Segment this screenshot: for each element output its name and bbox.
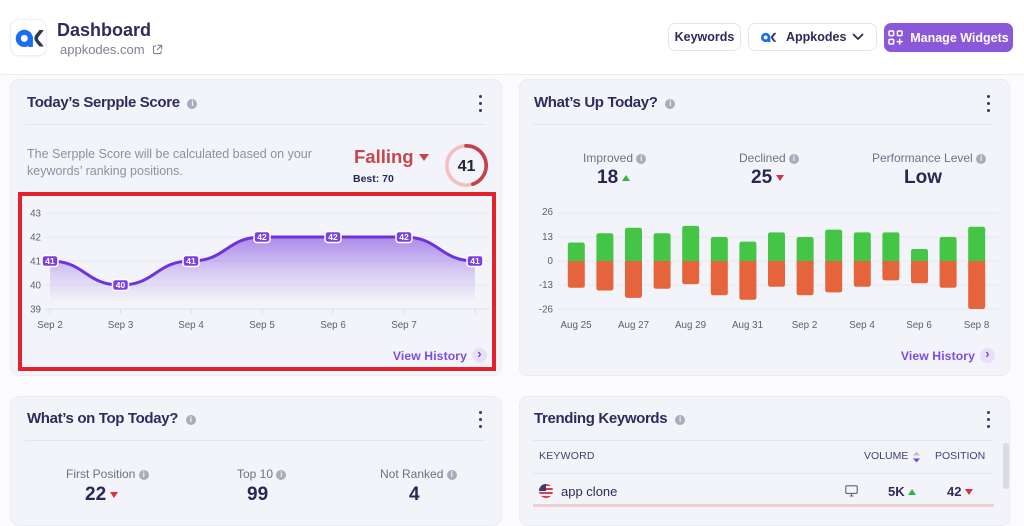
- svg-text:42: 42: [257, 232, 267, 242]
- svg-text:-26: -26: [539, 305, 554, 316]
- svg-text:26: 26: [542, 207, 553, 218]
- svg-text:41: 41: [458, 158, 476, 175]
- svg-text:42: 42: [30, 233, 41, 244]
- svg-text:42: 42: [399, 232, 409, 242]
- svg-text:40: 40: [116, 280, 126, 290]
- svg-text:Sep 4: Sep 4: [178, 320, 204, 331]
- svg-text:Sep 6: Sep 6: [320, 320, 346, 331]
- svg-text:-13: -13: [539, 280, 554, 291]
- svg-text:Aug 25: Aug 25: [560, 320, 592, 331]
- svg-text:41: 41: [45, 256, 55, 266]
- svg-text:13: 13: [542, 232, 553, 243]
- svg-text:41: 41: [30, 257, 41, 268]
- svg-text:40: 40: [30, 281, 41, 292]
- svg-text:39: 39: [30, 305, 41, 316]
- svg-text:Sep 7: Sep 7: [391, 320, 417, 331]
- svg-text:Sep 2: Sep 2: [792, 320, 818, 331]
- svg-text:42: 42: [328, 232, 338, 242]
- svg-text:43: 43: [30, 209, 41, 220]
- svg-text:Aug 31: Aug 31: [732, 320, 763, 331]
- svg-text:Sep 6: Sep 6: [906, 320, 932, 331]
- svg-text:Sep 3: Sep 3: [108, 320, 134, 331]
- svg-text:Sep 8: Sep 8: [964, 320, 990, 331]
- svg-text:41: 41: [186, 256, 196, 266]
- svg-text:Aug 27: Aug 27: [618, 320, 649, 331]
- svg-text:41: 41: [470, 256, 480, 266]
- svg-text:Aug 29: Aug 29: [675, 320, 706, 331]
- svg-text:Sep 4: Sep 4: [849, 320, 875, 331]
- svg-text:Sep 5: Sep 5: [249, 320, 275, 331]
- svg-text:0: 0: [548, 256, 554, 267]
- svg-text:Sep 2: Sep 2: [37, 320, 63, 331]
